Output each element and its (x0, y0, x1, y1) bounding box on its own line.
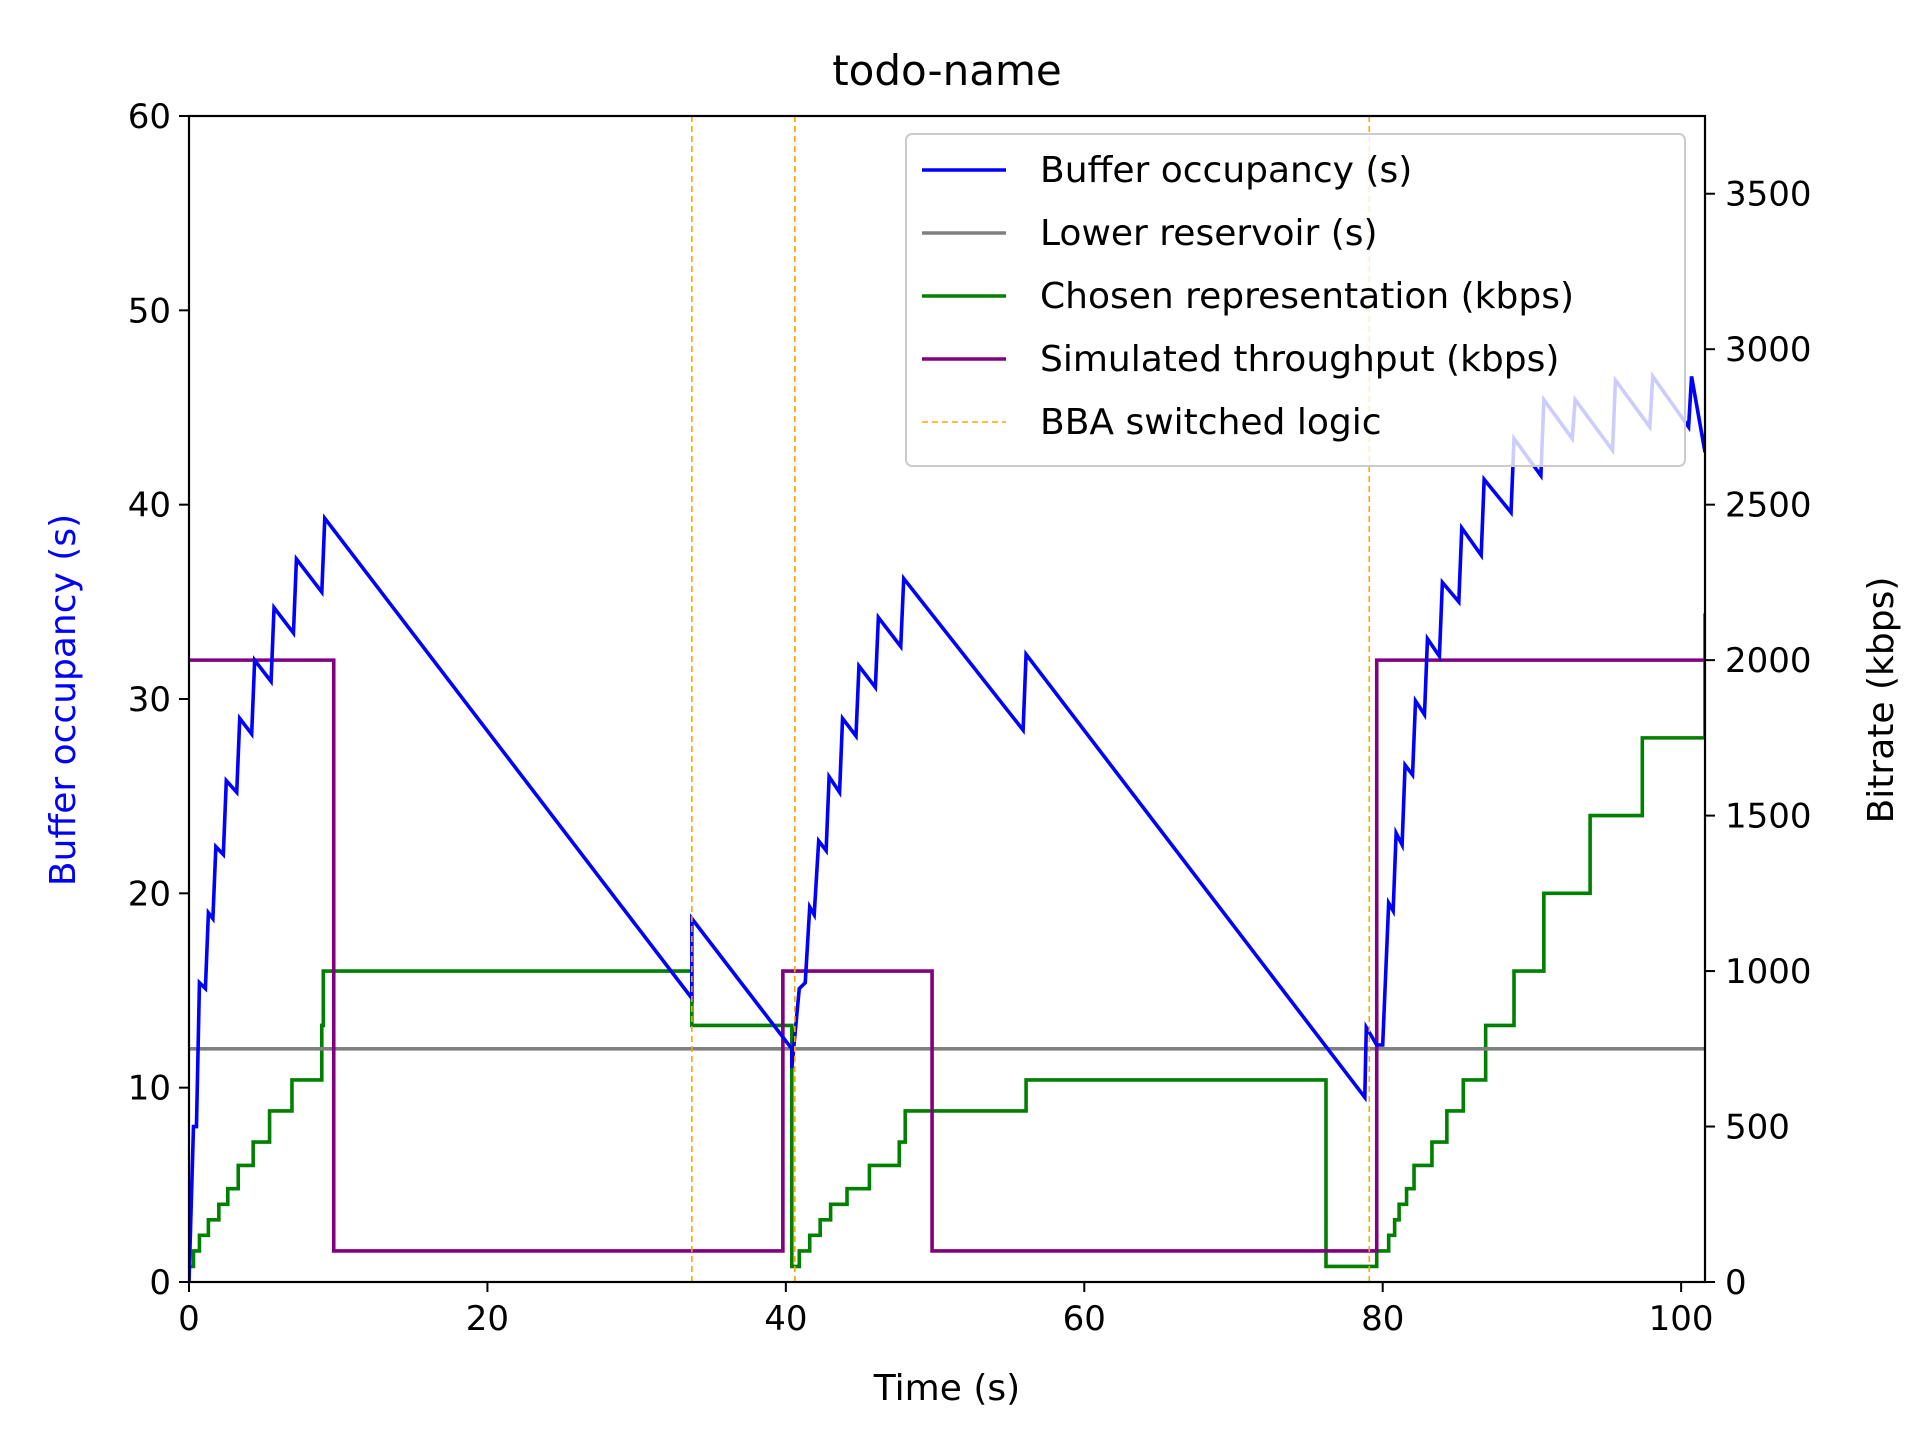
chart-title: todo-name (832, 46, 1062, 95)
x-tick-label: 40 (764, 1299, 807, 1339)
x-tick-label: 80 (1361, 1299, 1404, 1339)
plot-area (189, 116, 1705, 1282)
legend-label: Buffer occupancy (s) (1040, 150, 1412, 191)
y-left-tick-label: 10 (128, 1069, 171, 1109)
plot-marks (189, 116, 1705, 1282)
y-axis-right-title: Bitrate (kbps) (1861, 577, 1902, 824)
y-left-tick-label: 20 (128, 874, 171, 914)
y-axis-left: 0 10 20 30 40 50 60 (128, 97, 189, 1303)
legend-label: Simulated throughput (kbps) (1040, 339, 1559, 380)
y-axis-right: 0 500 1000 1500 2000 2500 3000 3500 (1705, 175, 1812, 1303)
y-left-tick-label: 60 (128, 97, 171, 137)
y-right-tick-label: 2500 (1725, 486, 1812, 526)
y-right-tick-label: 2000 (1725, 641, 1812, 681)
y-right-tick-label: 500 (1725, 1108, 1790, 1148)
y-right-tick-label: 1500 (1725, 797, 1812, 837)
x-tick-label: 100 (1649, 1299, 1714, 1339)
y-right-tick-label: 1000 (1725, 952, 1812, 992)
y-right-tick-label: 3000 (1725, 330, 1812, 370)
y-left-tick-label: 0 (149, 1263, 171, 1303)
simulated-throughput-line (189, 658, 1705, 1253)
y-left-tick-label: 50 (128, 291, 171, 331)
y-axis-left-title: Buffer occupancy (s) (43, 514, 84, 886)
x-axis: 0 20 40 60 80 100 (178, 1282, 1714, 1339)
legend-box (905, 133, 1686, 467)
x-tick-label: 60 (1063, 1299, 1106, 1339)
x-tick-label: 0 (178, 1299, 200, 1339)
x-axis-title: Time (s) (873, 1368, 1020, 1409)
y-right-tick-label: 0 (1725, 1263, 1747, 1303)
chosen-representation-line (189, 613, 1705, 1269)
y-left-tick-label: 40 (128, 486, 171, 526)
x-tick-label: 20 (466, 1299, 509, 1339)
legend-label: BBA switched logic (1040, 402, 1382, 443)
legend-label: Chosen representation (kbps) (1040, 276, 1574, 317)
legend-label: Lower reservoir (s) (1040, 213, 1378, 254)
legend: Buffer occupancy (s) Lower reservoir (s) C… (905, 133, 1686, 467)
y-left-tick-label: 30 (128, 680, 171, 720)
y-right-tick-label: 3500 (1725, 175, 1812, 215)
